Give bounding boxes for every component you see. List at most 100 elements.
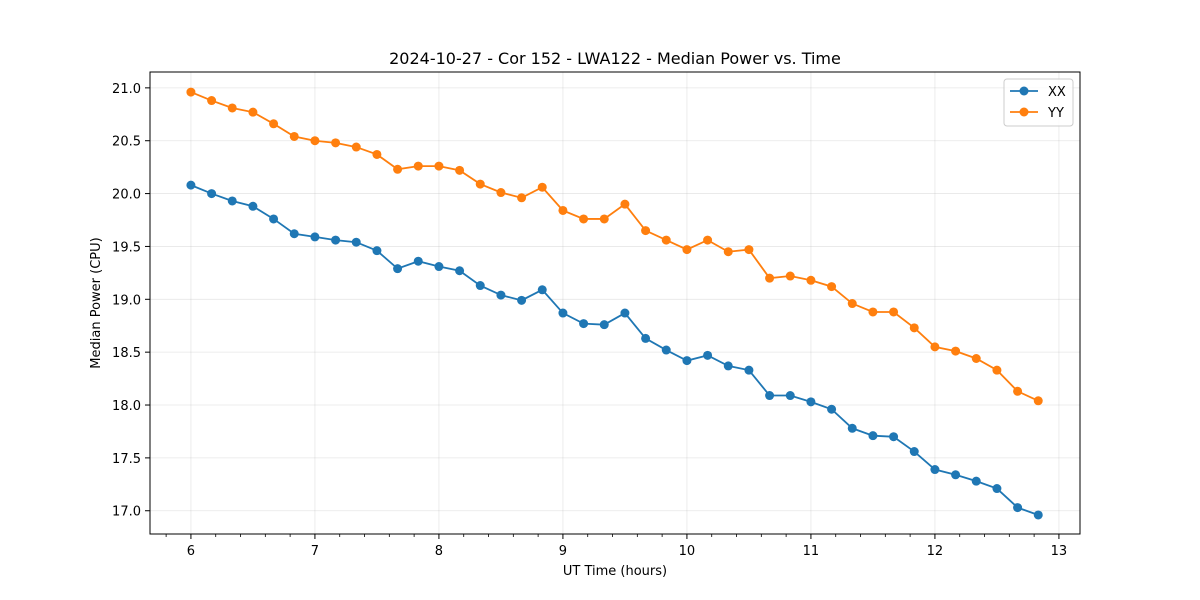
data-point-xx xyxy=(1013,503,1023,513)
x-tick-label: 13 xyxy=(1051,544,1068,559)
data-point-xx xyxy=(413,256,423,266)
data-point-xx xyxy=(537,285,547,295)
data-point-xx xyxy=(930,465,940,475)
legend-label-xx: XX xyxy=(1048,85,1066,100)
data-point-yy xyxy=(971,354,981,364)
data-point-yy xyxy=(889,307,899,317)
data-point-xx xyxy=(620,308,630,318)
data-point-xx xyxy=(889,432,899,442)
data-point-xx xyxy=(351,237,361,247)
legend-label-yy: YY xyxy=(1047,106,1064,121)
data-point-xx xyxy=(992,484,1002,494)
data-point-yy xyxy=(331,138,341,148)
data-point-xx xyxy=(909,447,919,457)
data-point-yy xyxy=(579,214,589,224)
data-point-xx xyxy=(599,320,609,330)
data-point-yy xyxy=(620,199,630,209)
data-point-xx xyxy=(207,189,217,199)
y-tick-label: 19.5 xyxy=(112,240,141,255)
data-point-yy xyxy=(806,275,816,285)
series-layer xyxy=(186,87,1043,520)
legend-marker-xx xyxy=(1019,86,1029,96)
legend-marker-yy xyxy=(1019,107,1029,117)
data-point-yy xyxy=(765,273,775,283)
data-point-yy xyxy=(661,235,671,245)
data-point-xx xyxy=(496,290,506,300)
data-point-yy xyxy=(496,188,506,198)
data-point-yy xyxy=(868,307,878,317)
data-point-yy xyxy=(930,342,940,352)
x-tick-label: 11 xyxy=(803,544,820,559)
data-point-yy xyxy=(558,205,568,215)
data-point-yy xyxy=(641,226,651,236)
x-axis-label: UT Time (hours) xyxy=(563,564,667,579)
data-point-yy xyxy=(723,247,733,257)
data-point-xx xyxy=(331,235,341,245)
data-point-xx xyxy=(868,431,878,441)
data-point-yy xyxy=(517,193,527,203)
data-point-xx xyxy=(579,319,589,329)
data-point-yy xyxy=(951,346,961,356)
data-point-xx xyxy=(641,333,651,343)
data-point-yy xyxy=(475,179,485,189)
data-point-xx xyxy=(806,397,816,407)
data-point-yy xyxy=(847,299,857,309)
data-point-yy xyxy=(351,142,361,152)
x-tick-label: 7 xyxy=(311,544,319,559)
x-tick-label: 12 xyxy=(927,544,944,559)
data-point-yy xyxy=(537,182,547,192)
data-point-xx xyxy=(703,350,713,360)
y-axis: 17.0 17.5 18.0 18.5 19.0 19.5 20.0 20.5 21.0 xyxy=(112,82,150,520)
data-point-yy xyxy=(1013,386,1023,396)
y-tick-label: 21.0 xyxy=(112,82,141,97)
data-point-xx xyxy=(744,365,754,375)
y-tick-label: 18.5 xyxy=(112,346,141,361)
data-point-xx xyxy=(1033,510,1043,520)
y-axis-label: Median Power (CPU) xyxy=(89,237,104,368)
x-tick-label: 9 xyxy=(559,544,567,559)
data-point-yy xyxy=(413,161,423,171)
data-point-xx xyxy=(517,295,527,305)
grid-layer xyxy=(150,72,1080,534)
legend: XX YY xyxy=(1003,78,1074,127)
data-point-yy xyxy=(1033,396,1043,406)
data-point-yy xyxy=(744,245,754,255)
data-point-xx xyxy=(393,264,403,274)
data-point-yy xyxy=(207,96,217,106)
data-point-xx xyxy=(269,214,279,224)
data-point-xx xyxy=(227,196,237,206)
data-point-yy xyxy=(785,271,795,281)
data-point-xx xyxy=(682,356,692,366)
data-point-xx xyxy=(248,201,258,211)
plot-frame xyxy=(149,71,1081,535)
data-point-xx xyxy=(558,308,568,318)
data-point-xx xyxy=(455,266,465,276)
data-point-yy xyxy=(682,245,692,255)
data-point-yy xyxy=(992,365,1002,375)
y-tick-label: 17.5 xyxy=(112,452,141,467)
data-point-yy xyxy=(827,282,837,292)
data-point-xx xyxy=(951,470,961,480)
chart-title: 2024-10-27 - Cor 152 - LWA122 - Median P… xyxy=(389,49,841,68)
data-point-yy xyxy=(599,214,609,224)
data-point-yy xyxy=(372,149,382,159)
x-tick-label: 8 xyxy=(435,544,443,559)
data-point-xx xyxy=(765,391,775,401)
data-point-yy xyxy=(186,87,196,97)
data-point-yy xyxy=(393,164,403,174)
data-point-yy xyxy=(248,107,258,117)
data-point-yy xyxy=(703,235,713,245)
x-tick-label: 6 xyxy=(187,544,195,559)
data-point-xx xyxy=(723,361,733,371)
data-point-xx xyxy=(847,423,857,433)
data-point-yy xyxy=(289,131,299,141)
data-point-xx xyxy=(661,345,671,355)
data-point-xx xyxy=(310,232,320,242)
y-tick-label: 19.0 xyxy=(112,293,141,308)
data-point-xx xyxy=(971,476,981,486)
data-point-yy xyxy=(909,323,919,333)
data-point-xx xyxy=(186,180,196,190)
data-point-yy xyxy=(434,161,444,171)
data-point-yy xyxy=(227,103,237,113)
